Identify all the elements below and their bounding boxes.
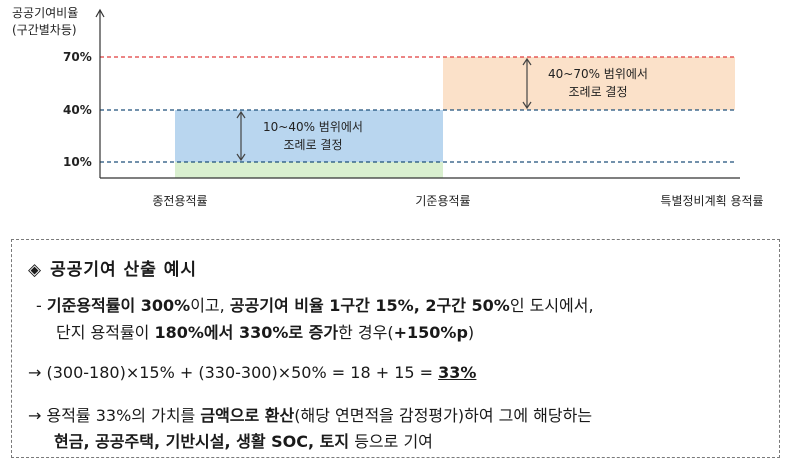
example-formula: → (300-180)×15% + (330-300)×50% = 18 + 1… bbox=[28, 363, 476, 382]
y-tick-label: 70% bbox=[63, 50, 92, 64]
example-line-1: - 기준용적률이 300%이고, 공공기여 비율 1구간 15%, 2구간 50… bbox=[36, 292, 594, 316]
text-run: +150%p bbox=[393, 323, 468, 342]
text-run: 한 경우( bbox=[338, 323, 394, 342]
chart_data.ranges.1.label_lines-label-line: 조례로 결정 bbox=[568, 85, 627, 99]
range-1-arrow-down-icon bbox=[236, 153, 246, 162]
text-run: 단지 용적률이 bbox=[56, 323, 155, 342]
example-line-5: 현금, 공공주택, 기반시설, 생활 SOC, 토지 등으로 기여 bbox=[54, 428, 433, 452]
diamond-bullet-icon: ◈ bbox=[28, 260, 43, 280]
chart_data.ranges.0.label_lines-label-line: 조례로 결정 bbox=[283, 138, 342, 152]
text-run: → 용적률 33%의 가치를 bbox=[28, 406, 201, 425]
text-run: 현금, 공공주택, 기반시설, 생활 SOC, 토지 bbox=[54, 432, 350, 451]
chart_data.ranges.1.label_lines-label-line: 40~70% 범위에서 bbox=[548, 67, 648, 81]
y-axis-title-line1: 공공기여비율 bbox=[12, 6, 78, 20]
example-line-2: 단지 용적률이 180%에서 330%로 증가한 경우(+150%p) bbox=[56, 319, 474, 343]
y-tick-label: 40% bbox=[63, 103, 92, 117]
formula-result: 33% bbox=[438, 363, 477, 382]
range-2-arrow-up-icon bbox=[522, 57, 532, 66]
text-run: (해당 연면적을 감정평가)하여 그에 해당하는 bbox=[294, 406, 593, 425]
x-category-label: 기준용적률 bbox=[415, 194, 470, 208]
text-run: ) bbox=[467, 323, 475, 342]
calculation-example-box: ◈ 공공기여 산출 예시 - 기준용적률이 300%이고, 공공기여 비율 1구간… bbox=[11, 239, 780, 458]
chart_data.ranges.0.label_lines-label-line: 10~40% 범위에서 bbox=[263, 120, 363, 134]
text-run: 이고, bbox=[190, 296, 230, 315]
example-line-4: → 용적률 33%의 가치를 금액으로 환산(해당 연면적을 감정평가)하여 그… bbox=[28, 402, 592, 426]
text-run: 금액으로 환산 bbox=[200, 406, 295, 425]
text-run: - bbox=[36, 296, 47, 315]
range-box-2 bbox=[443, 57, 735, 110]
range-2-arrow-down-icon bbox=[522, 101, 532, 110]
y-tick-label: 10% bbox=[63, 155, 92, 169]
range-1-arrow-up-icon bbox=[236, 110, 246, 119]
range-box-1 bbox=[175, 110, 443, 162]
text-run: 180%에서 330%로 증가 bbox=[154, 323, 339, 342]
base-band bbox=[175, 162, 443, 178]
text-run: 공공기여 비율 1구간 15%, 2구간 50% bbox=[229, 296, 510, 315]
example-title: ◈ 공공기여 산출 예시 bbox=[28, 260, 198, 280]
text-run: 인 도시에서, bbox=[509, 296, 594, 315]
x-category-label: 특별정비계획 용적률 bbox=[660, 194, 763, 208]
text-run: 기준용적률이 300% bbox=[46, 296, 191, 315]
formula-text: → (300-180)×15% + (330-300)×50% = 18 + 1… bbox=[28, 363, 439, 382]
y-axis-title-line2: (구간별차등) bbox=[12, 23, 77, 37]
y-axis-arrow-icon bbox=[95, 8, 105, 18]
x-category-label: 종전용적률 bbox=[152, 194, 207, 208]
text-run: 등으로 기여 bbox=[349, 432, 433, 451]
